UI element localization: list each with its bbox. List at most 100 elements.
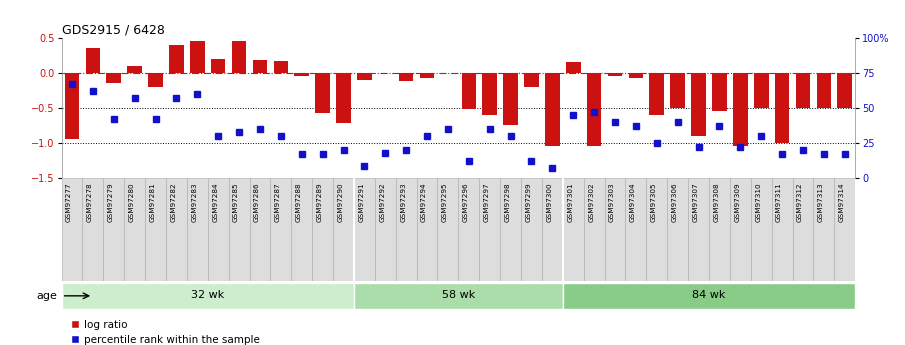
FancyBboxPatch shape: [145, 178, 166, 281]
FancyBboxPatch shape: [395, 178, 416, 281]
Text: GSM97300: GSM97300: [547, 183, 552, 223]
Text: GSM97301: GSM97301: [567, 183, 573, 223]
FancyBboxPatch shape: [291, 178, 312, 281]
Bar: [462, 73, 476, 109]
FancyBboxPatch shape: [480, 178, 500, 281]
Bar: [650, 73, 664, 115]
Bar: [315, 73, 330, 114]
Text: GSM97288: GSM97288: [296, 183, 301, 223]
Bar: [190, 41, 205, 73]
FancyBboxPatch shape: [709, 178, 730, 281]
Bar: [336, 73, 351, 123]
Text: GSM97311: GSM97311: [776, 183, 782, 223]
Bar: [273, 61, 288, 73]
FancyBboxPatch shape: [834, 178, 855, 281]
Bar: [211, 59, 225, 73]
Bar: [671, 73, 685, 108]
Text: GSM97277: GSM97277: [66, 183, 72, 223]
Text: 84 wk: 84 wk: [692, 290, 726, 300]
FancyBboxPatch shape: [563, 283, 855, 309]
Text: GSM97307: GSM97307: [692, 183, 699, 223]
Text: GSM97306: GSM97306: [672, 183, 678, 223]
Text: GSM97297: GSM97297: [483, 183, 490, 223]
FancyBboxPatch shape: [605, 178, 625, 281]
Bar: [294, 73, 309, 76]
FancyBboxPatch shape: [688, 178, 709, 281]
Text: GSM97293: GSM97293: [400, 183, 406, 223]
Bar: [691, 73, 706, 136]
Bar: [566, 62, 581, 73]
Bar: [837, 73, 853, 108]
Text: GSM97278: GSM97278: [87, 183, 93, 223]
Bar: [586, 73, 602, 146]
Text: GSM97279: GSM97279: [108, 183, 114, 223]
FancyBboxPatch shape: [416, 178, 437, 281]
Text: age: age: [36, 291, 57, 301]
Bar: [169, 45, 184, 73]
FancyBboxPatch shape: [250, 178, 271, 281]
FancyBboxPatch shape: [751, 178, 772, 281]
FancyBboxPatch shape: [437, 178, 458, 281]
Text: GSM97289: GSM97289: [317, 183, 322, 223]
FancyBboxPatch shape: [103, 178, 124, 281]
Text: GSM97313: GSM97313: [818, 183, 824, 223]
FancyBboxPatch shape: [124, 178, 145, 281]
FancyBboxPatch shape: [166, 178, 186, 281]
FancyBboxPatch shape: [667, 178, 688, 281]
Bar: [399, 73, 414, 81]
FancyBboxPatch shape: [793, 178, 814, 281]
Text: GSM97314: GSM97314: [839, 183, 844, 223]
Bar: [128, 66, 142, 73]
Bar: [733, 73, 748, 146]
Bar: [252, 60, 267, 73]
Bar: [148, 73, 163, 87]
Legend: log ratio, percentile rank within the sample: log ratio, percentile rank within the sa…: [67, 316, 264, 345]
Text: GSM97291: GSM97291: [358, 183, 365, 223]
Text: GSM97283: GSM97283: [191, 183, 197, 223]
FancyBboxPatch shape: [563, 178, 584, 281]
Text: GSM97298: GSM97298: [505, 183, 510, 223]
Bar: [107, 73, 121, 83]
Text: GSM97280: GSM97280: [129, 183, 135, 223]
Bar: [775, 73, 789, 143]
FancyBboxPatch shape: [333, 178, 354, 281]
Text: GSM97290: GSM97290: [338, 183, 344, 223]
Text: GSM97285: GSM97285: [233, 183, 239, 223]
Bar: [795, 73, 810, 108]
FancyBboxPatch shape: [584, 178, 605, 281]
Text: GSM97310: GSM97310: [756, 183, 761, 223]
FancyBboxPatch shape: [542, 178, 563, 281]
Bar: [64, 73, 80, 139]
Text: GSM97292: GSM97292: [379, 183, 386, 223]
Text: GSM97303: GSM97303: [609, 183, 615, 223]
Text: GDS2915 / 6428: GDS2915 / 6428: [62, 24, 165, 37]
Text: 58 wk: 58 wk: [442, 290, 475, 300]
Text: GSM97286: GSM97286: [254, 183, 260, 223]
FancyBboxPatch shape: [354, 283, 563, 309]
Bar: [482, 73, 497, 115]
FancyBboxPatch shape: [186, 178, 208, 281]
FancyBboxPatch shape: [772, 178, 793, 281]
Text: GSM97309: GSM97309: [734, 183, 740, 223]
Bar: [420, 73, 434, 78]
Bar: [503, 73, 518, 125]
Bar: [357, 73, 372, 80]
Text: GSM97312: GSM97312: [797, 183, 803, 223]
FancyBboxPatch shape: [500, 178, 521, 281]
Text: GSM97305: GSM97305: [651, 183, 657, 223]
FancyBboxPatch shape: [814, 178, 834, 281]
Text: GSM97308: GSM97308: [713, 183, 719, 223]
FancyBboxPatch shape: [229, 178, 250, 281]
Bar: [524, 73, 538, 87]
Text: GSM97281: GSM97281: [149, 183, 156, 223]
Bar: [86, 48, 100, 73]
Text: GSM97282: GSM97282: [170, 183, 176, 223]
FancyBboxPatch shape: [730, 178, 751, 281]
FancyBboxPatch shape: [521, 178, 542, 281]
FancyBboxPatch shape: [354, 178, 375, 281]
FancyBboxPatch shape: [375, 178, 395, 281]
Text: GSM97295: GSM97295: [442, 183, 448, 223]
Bar: [545, 73, 559, 146]
Bar: [232, 41, 246, 73]
FancyBboxPatch shape: [625, 178, 646, 281]
